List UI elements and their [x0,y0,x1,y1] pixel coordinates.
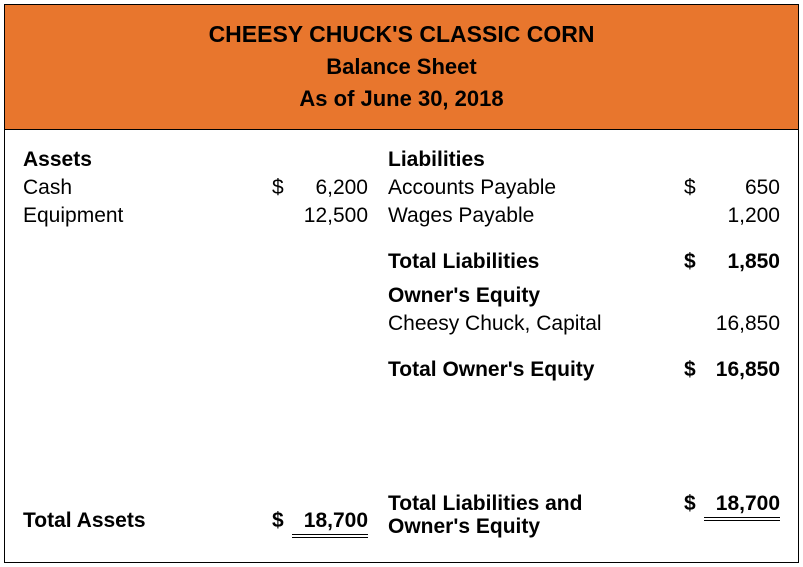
asset-line-item: Cash $ 6,200 [23,176,368,200]
equity-label: Cheesy Chuck, Capital [388,312,684,336]
total-assets-line: Total Assets $ 18,700 [23,509,368,538]
liabilities-equity-column: Liabilities Accounts Payable $ 650 Wages… [368,148,780,542]
equity-heading: Owner's Equity [388,284,780,308]
amount-value: 650 [704,176,780,200]
asset-amount: $ 6,200 [272,176,368,200]
amount-value: 18,700 [292,509,368,538]
currency-symbol: $ [684,176,702,200]
total-liabilities-equity-line: Total Liabilities and Owner's Equity $ 1… [388,492,780,538]
amount-value: 1,850 [704,250,780,274]
liability-label: Wages Payable [388,204,684,228]
spacer [388,232,780,250]
total-liabilities-amount: $ 1,850 [684,250,780,274]
total-equity-line: Total Owner's Equity $ 16,850 [388,358,780,382]
balance-sheet-container: CHEESY CHUCK'S CLASSIC CORN Balance Shee… [4,4,799,563]
liability-line-item: Accounts Payable $ 650 [388,176,780,200]
assets-column: Assets Cash $ 6,200 Equipment 12,500 Tot… [23,148,368,542]
amount-value: 6,200 [292,176,368,200]
liabilities-heading: Liabilities [388,148,780,172]
equity-amount: 16,850 [684,312,780,336]
amount-value: 16,850 [704,312,780,336]
assets-heading: Assets [23,148,368,172]
total-liabilities-label: Total Liabilities [388,250,684,274]
report-title: Balance Sheet [15,52,788,82]
liability-amount: 1,200 [684,204,780,228]
total-liabilities-equity-label: Total Liabilities and Owner's Equity [388,492,684,538]
total-equity-label: Total Owner's Equity [388,358,684,382]
spacer [388,386,780,492]
asset-label: Cash [23,176,272,200]
asset-line-item: Equipment 12,500 [23,204,368,228]
liability-label: Accounts Payable [388,176,684,200]
total-assets-label: Total Assets [23,509,272,533]
currency-symbol: $ [684,358,702,382]
total-liabilities-line: Total Liabilities $ 1,850 [388,250,780,274]
report-header: CHEESY CHUCK'S CLASSIC CORN Balance Shee… [5,5,798,130]
label-line: Owner's Equity [388,515,540,538]
spacer [23,232,368,509]
total-assets-amount: $ 18,700 [272,509,368,538]
balance-sheet-body: Assets Cash $ 6,200 Equipment 12,500 Tot… [5,130,798,562]
asset-amount: 12,500 [272,204,368,228]
currency-symbol: $ [272,176,290,200]
currency-symbol: $ [684,492,702,516]
spacer [388,340,780,358]
company-name: CHEESY CHUCK'S CLASSIC CORN [15,19,788,50]
equity-line-item: Cheesy Chuck, Capital 16,850 [388,312,780,336]
liability-amount: $ 650 [684,176,780,200]
currency-symbol: $ [272,509,290,533]
amount-value: 16,850 [704,358,780,382]
label-line: Total Liabilities and [388,492,582,515]
total-liabilities-equity-amount: $ 18,700 [684,492,780,521]
amount-value: 12,500 [292,204,368,228]
liability-line-item: Wages Payable 1,200 [388,204,780,228]
amount-value: 18,700 [704,492,780,521]
currency-symbol: $ [684,250,702,274]
asset-label: Equipment [23,204,272,228]
total-equity-amount: $ 16,850 [684,358,780,382]
report-date: As of June 30, 2018 [15,84,788,114]
amount-value: 1,200 [704,204,780,228]
